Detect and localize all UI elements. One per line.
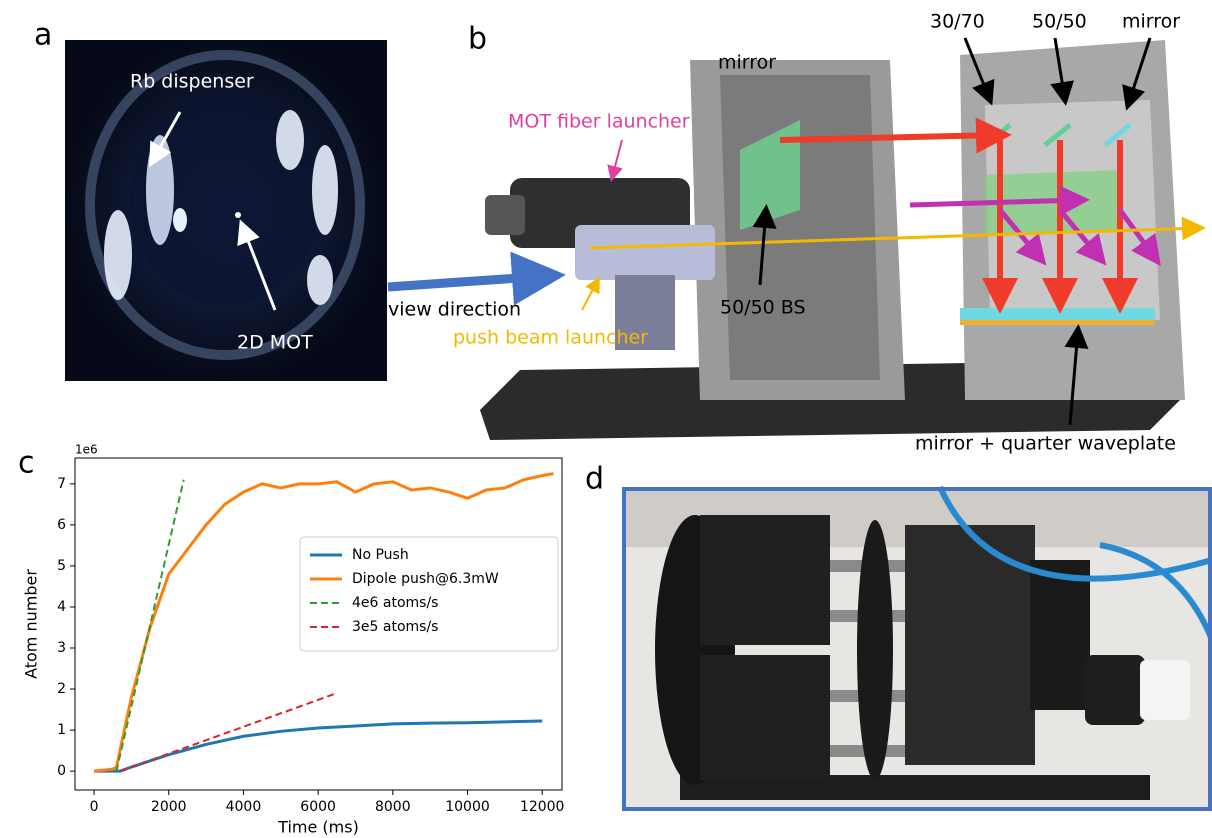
y-tick-label: 2 (57, 681, 66, 697)
x-tick-label: 2000 (151, 799, 187, 815)
legend-label: 4e6 atoms/s (352, 595, 438, 611)
x-tick-label: 4000 (226, 799, 262, 815)
annotation: 50/50 (1032, 11, 1087, 33)
y-tick-label: 5 (57, 558, 66, 574)
panel-label: d (585, 462, 604, 497)
annotation: mirror + quarter waveplate (915, 433, 1176, 455)
y-tick-label: 6 (57, 517, 66, 533)
arrow (388, 276, 548, 287)
y-offset-label: 1e6 (75, 443, 98, 457)
annotation: push beam launcher (453, 327, 648, 349)
annotation: 50/50 BS (720, 297, 806, 319)
x-tick-label: 8000 (375, 799, 411, 815)
panel-label: c (18, 446, 35, 481)
annotation: 30/70 (930, 11, 985, 33)
x-tick-label: 0 (90, 799, 99, 815)
legend-label: Dipole push@6.3mW (352, 571, 499, 587)
series-line (116, 480, 183, 771)
series-line (120, 693, 337, 771)
series-line (94, 721, 542, 771)
annotation: Rb dispenser (130, 71, 254, 93)
annotation: view direction (388, 299, 521, 321)
x-tick-label: 6000 (300, 799, 336, 815)
y-tick-label: 4 (57, 599, 66, 615)
x-tick-label: 10000 (445, 799, 490, 815)
y-tick-label: 3 (57, 640, 66, 656)
y-tick-label: 7 (57, 476, 66, 492)
annotation: 2D MOT (237, 332, 313, 354)
panel-d-photo (622, 487, 1212, 811)
panel-label: a (34, 18, 52, 53)
panel-b-drawing: mirror 30/70 50/50 mirror MOT fiber laun… (453, 11, 1200, 455)
annotation: MOT fiber launcher (508, 111, 690, 133)
y-axis-label: Atom number (22, 569, 41, 679)
x-axis-label: Time (ms) (277, 818, 359, 837)
y-tick-label: 0 (57, 763, 66, 779)
panel-label: b (468, 22, 487, 57)
annotation: mirror (1122, 11, 1180, 33)
figure: a b c d Rb dispenser 2D MOT view directi… (0, 0, 1212, 838)
x-tick-label: 12000 (520, 799, 565, 815)
legend-label: No Push (352, 547, 409, 563)
y-tick-label: 1 (57, 722, 66, 738)
panel-a-image: Rb dispenser 2D MOT (65, 40, 387, 381)
legend-label: 3e5 atoms/s (352, 619, 438, 635)
annotation: mirror (718, 52, 776, 74)
